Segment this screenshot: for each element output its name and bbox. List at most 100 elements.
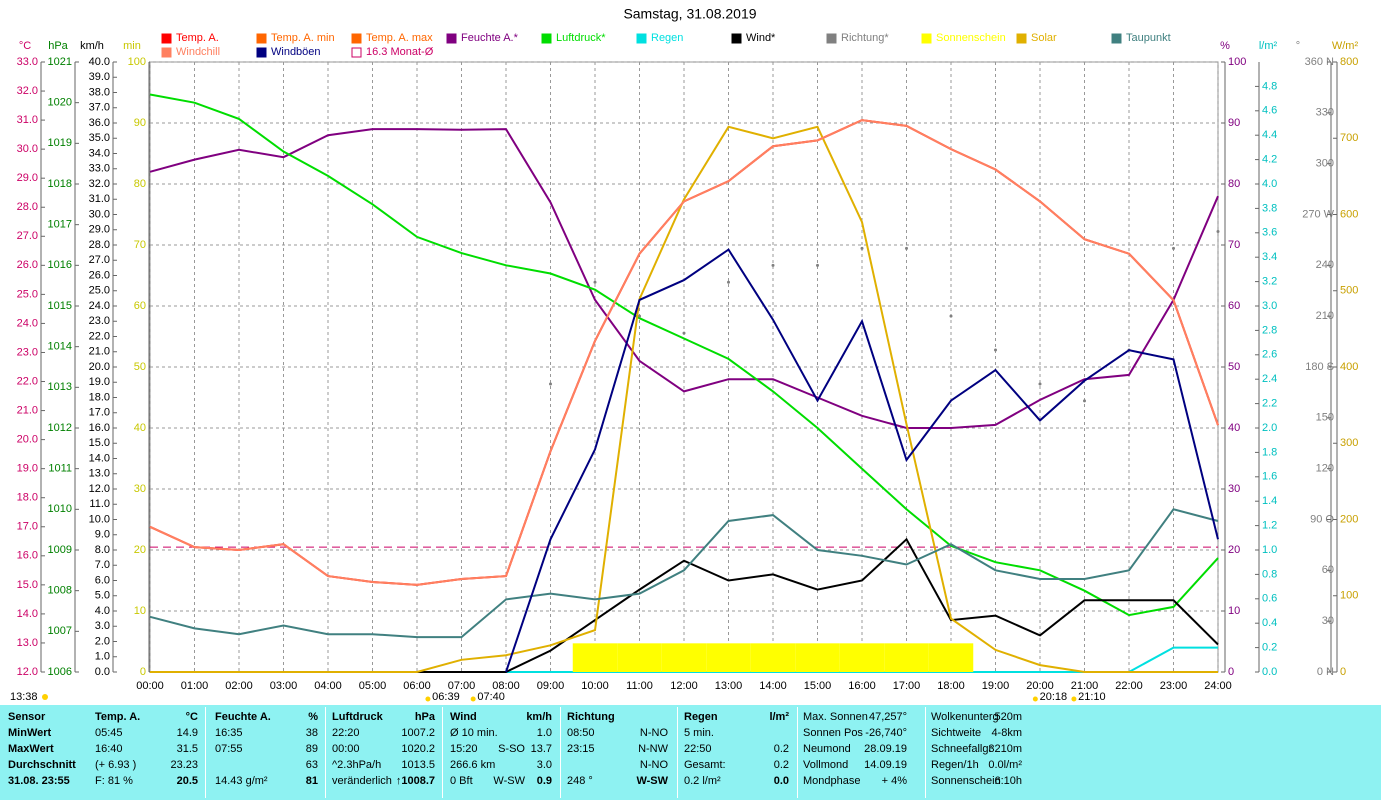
y-tick-label: 1019: [48, 137, 72, 149]
y-tick-label: 10: [134, 605, 146, 617]
y-tick-label: 3.6: [1262, 227, 1277, 239]
table-cell: 28.09.19: [864, 743, 907, 755]
y-tick-label: 18.0: [89, 391, 110, 403]
y-tick-label: 13.0: [17, 637, 38, 649]
y-tick-label: 20.0: [89, 361, 110, 373]
y-tick-label: 1010: [48, 503, 72, 515]
y-tick-label: 6.0: [95, 574, 110, 586]
y-tick-label: 500: [1340, 285, 1358, 297]
table-cell: N-NW: [638, 743, 668, 755]
series-line: [150, 125, 1218, 673]
x-marker-label: 07:40: [477, 691, 505, 703]
y-tick-label: 4.8: [1262, 80, 1277, 92]
y-tick-label: 21.0: [89, 346, 110, 358]
x-tick-label: 07:00: [448, 680, 476, 692]
y-tick-label: 270 W: [1302, 208, 1334, 220]
axis-unit: %: [1220, 40, 1230, 52]
y-tick-label: 3.2: [1262, 276, 1277, 288]
legend-swatch: [446, 33, 457, 44]
y-tick-label: 0.0: [1262, 666, 1277, 678]
table-cell: Vollmond: [803, 759, 849, 771]
y-tick-label: 90: [134, 117, 146, 129]
y-tick-label: 80: [134, 178, 146, 190]
y-tick-label: 30.0: [89, 208, 110, 220]
y-tick-label: 32.0: [89, 178, 110, 190]
table-cell: 38: [305, 727, 318, 739]
y-tick-label: 70: [134, 239, 146, 251]
direction-dot: [816, 263, 819, 267]
y-tick-label: 330: [1316, 107, 1334, 119]
table-cell: veränderlich: [332, 775, 392, 787]
y-tick-label: 27.0: [89, 254, 110, 266]
column-header: Regen: [684, 711, 718, 723]
y-tick-label: 1021: [48, 56, 72, 68]
direction-dot: [549, 382, 552, 386]
x-tick-label: 00:00: [136, 680, 164, 692]
y-tick-label: 70: [1228, 239, 1240, 251]
y-tick-label: 27.0: [17, 230, 38, 242]
y-tick-label: 29.0: [17, 172, 38, 184]
x-tick-label: 19:00: [982, 680, 1010, 692]
y-tick-label: 1011: [48, 463, 72, 475]
table-cell: 08:50: [567, 727, 595, 739]
y-tick-label: 3.0: [95, 620, 110, 632]
y-tick-label: 1014: [48, 341, 72, 353]
y-tick-label: 20.0: [17, 434, 38, 446]
table-cell: 47,257°: [868, 711, 907, 723]
axis-unit: °: [1296, 40, 1300, 52]
x-tick-label: 05:00: [359, 680, 387, 692]
y-tick-label: 25.0: [17, 288, 38, 300]
x-marker-label: 06:39: [432, 691, 460, 703]
y-tick-label: 4.0: [95, 605, 110, 617]
separator: [442, 707, 443, 798]
separator: [677, 707, 678, 798]
y-tick-label: 0: [140, 666, 146, 678]
table-cell: 13.7: [530, 743, 552, 755]
legend-swatch: [256, 33, 267, 44]
separator: [325, 707, 326, 798]
direction-dot: [727, 280, 730, 284]
y-tick-label: 2.4: [1262, 373, 1277, 385]
x-tick-label: 06:00: [403, 680, 431, 692]
table-cell: 14.43 g/m²: [215, 775, 268, 787]
legend-label: Temp. A.: [176, 32, 219, 44]
y-tick-label: 240: [1316, 259, 1334, 271]
x-tick-label: 10:00: [581, 680, 609, 692]
axis-unit: °C: [19, 40, 31, 52]
sunshine-bar: [795, 643, 840, 672]
x-tick-label: 09:00: [537, 680, 565, 692]
x-tick-label: 02:00: [225, 680, 253, 692]
series-line: [149, 128, 1219, 429]
column-header: Richtung: [567, 711, 615, 723]
y-tick-label: 29.0: [89, 224, 110, 236]
y-tick-label: 30: [1228, 483, 1240, 495]
y-tick-label: 600: [1340, 208, 1358, 220]
y-tick-label: 4.2: [1262, 154, 1277, 166]
table-cell: 1007.2: [401, 727, 435, 739]
y-tick-label: 8.0: [95, 544, 110, 556]
table-cell: N-NO: [639, 727, 668, 739]
x-tick-label: 17:00: [893, 680, 921, 692]
y-tick-label: 17.0: [17, 521, 38, 533]
y-tick-label: 31.0: [89, 193, 110, 205]
table-cell: (+ 6.93 ): [95, 759, 137, 771]
y-tick-label: 400: [1340, 361, 1358, 373]
y-tick-label: 50: [134, 361, 146, 373]
y-tick-label: 0: [1340, 666, 1346, 678]
table-cell: 520m: [994, 711, 1022, 723]
direction-dot: [1083, 399, 1086, 403]
y-tick-label: 14.0: [89, 452, 110, 464]
x-tick-label: 12:00: [670, 680, 698, 692]
y-tick-label: 1.8: [1262, 446, 1277, 458]
table-cell: 16:40: [95, 743, 123, 755]
y-tick-label: 3.0: [1262, 300, 1277, 312]
y-tick-label: 13.0: [89, 468, 110, 480]
y-tick-label: 11.0: [89, 498, 110, 510]
clock: 13:38: [10, 691, 38, 703]
legend-label: Temp. A. max: [366, 32, 433, 44]
x-tick-label: 15:00: [804, 680, 832, 692]
table-cell: 15:20: [450, 743, 478, 755]
table-cell: S-SO: [498, 743, 525, 755]
direction-dot: [1216, 229, 1220, 233]
y-tick-label: 26.0: [17, 259, 38, 271]
